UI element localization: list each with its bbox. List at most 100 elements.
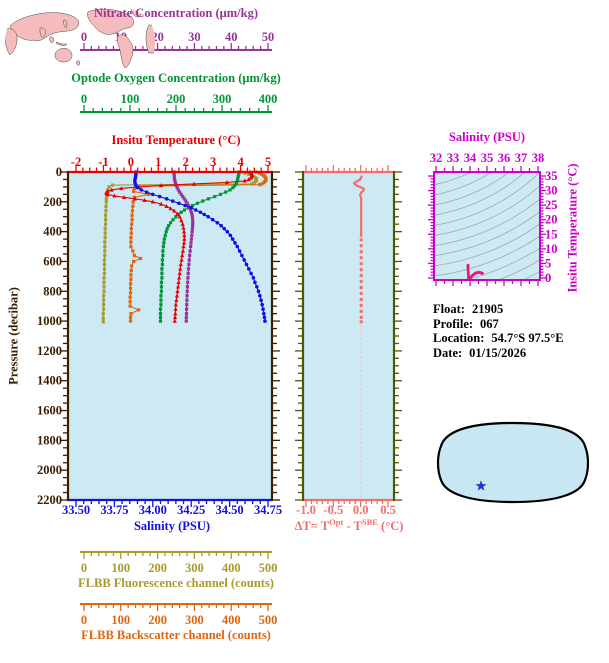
svg-text:34.25: 34.25 (177, 503, 205, 517)
svg-text:36: 36 (498, 151, 511, 165)
date-label: Date: (433, 345, 463, 360)
location-line: Location: 54.7°S 97.5°E (433, 331, 564, 346)
svg-text:25: 25 (545, 198, 558, 212)
svg-text:15: 15 (545, 227, 558, 241)
svg-text:20: 20 (545, 213, 558, 227)
nitrate-scalebar: 01020304050 (80, 30, 275, 51)
profile-number-line: Profile: 067 (433, 317, 564, 332)
svg-text:400: 400 (222, 613, 241, 627)
svg-text:34.00: 34.00 (139, 503, 167, 517)
svg-text:300: 300 (213, 92, 232, 106)
series-salinity (133, 170, 267, 323)
svg-text:0: 0 (81, 561, 87, 575)
svg-text:2: 2 (183, 155, 189, 169)
svg-text:1: 1 (155, 155, 161, 169)
ts-temperature-axis-title: Insitu Temperature (°C) (565, 163, 580, 293)
delta-panel-area (303, 172, 394, 500)
svg-text:5: 5 (265, 155, 271, 169)
svg-text:38: 38 (532, 151, 545, 165)
profile-number-value: 067 (480, 316, 499, 331)
ts-panel-area (434, 172, 540, 280)
oxygen-axis-title: Optode Oxygen Concentration (μm/kg) (71, 71, 281, 85)
svg-text:1200: 1200 (37, 344, 62, 358)
svg-text:1800: 1800 (37, 433, 62, 447)
svg-text:200: 200 (148, 561, 167, 575)
svg-text:0: 0 (545, 271, 551, 285)
svg-text:35: 35 (545, 169, 558, 183)
svg-text:35: 35 (481, 151, 494, 165)
svg-text:0.0: 0.0 (353, 503, 369, 517)
svg-text:800: 800 (43, 284, 62, 298)
svg-text:33: 33 (447, 151, 460, 165)
svg-text:200: 200 (167, 92, 186, 106)
svg-text:4: 4 (237, 155, 244, 169)
float-info-block: Float: 21905 Profile: 067 Location: 54.7°S … (433, 302, 564, 360)
svg-text:10: 10 (545, 242, 558, 256)
backscatter-axis-title: FLBB Backscatter channel (counts) (81, 628, 271, 642)
svg-text:200: 200 (43, 195, 62, 209)
svg-text:300: 300 (185, 613, 204, 627)
world-map (436, 421, 590, 504)
profile-location-star (475, 480, 487, 491)
svg-text:1000: 1000 (37, 314, 62, 328)
series-temperature (104, 169, 255, 323)
float-id-value: 21905 (471, 302, 504, 316)
svg-text:1400: 1400 (37, 374, 62, 388)
svg-text:2000: 2000 (37, 463, 62, 477)
svg-text:40: 40 (225, 30, 238, 44)
profile-number-label: Profile: (433, 316, 474, 331)
backscatter-scalebar: 0 100 200 300 400 500 (80, 603, 278, 627)
svg-text:50: 50 (262, 30, 275, 44)
series-delta-t (352, 175, 366, 324)
svg-text:0.5: 0.5 (380, 503, 396, 517)
fluorescence-axis-title: FLBB Fluorescence channel (counts) (78, 576, 274, 590)
main-plot-axes: 0 200 400 600 800 1000 1200 1400 1600 1800 2000 220… (37, 155, 282, 517)
salinity-axis-title: Salinity (PSU) (133, 519, 211, 533)
svg-text:32: 32 (430, 151, 443, 165)
svg-text:2200: 2200 (37, 493, 62, 507)
svg-text:34.75: 34.75 (254, 503, 282, 517)
date-line: Date: 01/15/2026 (433, 346, 564, 361)
svg-text:100: 100 (111, 613, 130, 627)
svg-text:-1.0: -1.0 (296, 503, 316, 517)
svg-text:100: 100 (111, 561, 130, 575)
fluorescence-scalebar: 0 100 200 300 400 500 (80, 551, 277, 575)
delta-t-axis-title: ΔT= TOpt - TSBE (°C) (294, 517, 404, 534)
svg-text:-0.5: -0.5 (323, 503, 343, 517)
svg-text:3: 3 (210, 155, 216, 169)
svg-text:0: 0 (128, 155, 134, 169)
svg-text:0: 0 (81, 613, 87, 627)
svg-text:0: 0 (81, 30, 87, 44)
location-value: 54.7°S 97.5°E (491, 331, 564, 345)
ts-salinity-axis-title: Salinity (PSU) (448, 130, 526, 144)
svg-text:34: 34 (464, 151, 477, 165)
svg-text:0: 0 (56, 165, 62, 179)
svg-text:200: 200 (148, 613, 167, 627)
svg-text:30: 30 (545, 184, 558, 198)
svg-text:400: 400 (222, 561, 241, 575)
svg-text:400: 400 (259, 92, 278, 106)
svg-text:100: 100 (121, 92, 140, 106)
svg-text:500: 500 (259, 613, 278, 627)
svg-text:300: 300 (185, 561, 204, 575)
map-continents (5, 7, 155, 69)
svg-text:1600: 1600 (37, 404, 62, 418)
ts-profile-curve (466, 263, 484, 279)
svg-text:-1: -1 (98, 155, 108, 169)
svg-text:400: 400 (43, 225, 62, 239)
svg-text:0: 0 (81, 92, 87, 106)
series-oxygen (158, 170, 241, 323)
oxygen-scalebar: 0 100 200 300 400 (80, 92, 278, 113)
svg-text:600: 600 (43, 254, 62, 268)
temperature-axis-title: Insitu Temperature (°C) (111, 133, 241, 147)
pressure-axis-title: Pressure (decibar) (6, 287, 21, 385)
svg-text:37: 37 (515, 151, 528, 165)
series-nitrate (172, 170, 195, 323)
svg-text:-2: -2 (71, 155, 81, 169)
svg-text:33.50: 33.50 (62, 503, 90, 517)
svg-text:5: 5 (545, 256, 551, 270)
float-id-line: Float: 21905 (433, 302, 564, 317)
